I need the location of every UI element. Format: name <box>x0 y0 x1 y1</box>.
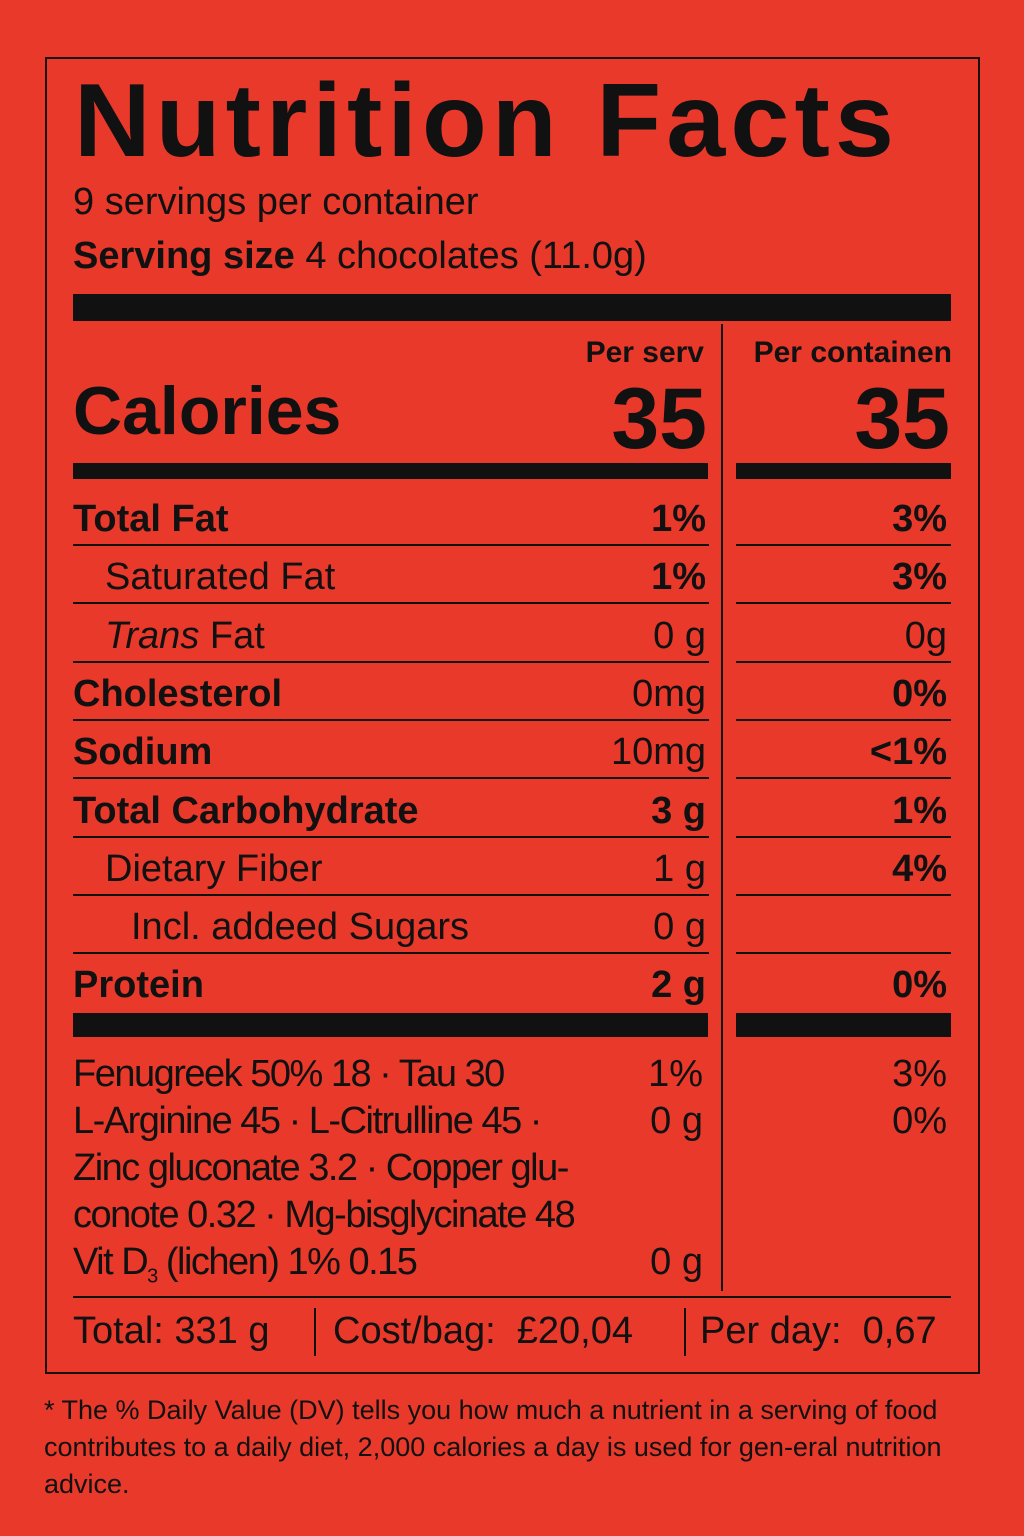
per-serving-value: 2 g <box>651 964 706 1007</box>
summary-separator <box>684 1308 686 1356</box>
row-divider <box>736 660 951 663</box>
row-divider <box>736 777 951 780</box>
per-container-value: 3% <box>892 498 947 540</box>
row-divider <box>73 718 709 721</box>
per-container-value: <1% <box>869 731 947 774</box>
supplement-row: conote 0.32 · Mg-bisglycinate 48 <box>73 1194 951 1241</box>
nutrient-label: Cholesterol <box>73 672 283 715</box>
nutrient-row: Dietary Fiber 1 g 4% <box>73 838 951 896</box>
serving-size: Serving size 4 chocolates (11.0g) <box>73 235 647 278</box>
nutrient-label: Trans Fat <box>105 614 265 657</box>
supplement-subscript: 3 <box>147 1265 158 1288</box>
per-serving-value: 3 g <box>651 789 706 832</box>
supplement-row: L-Arginine 45 · L-Citrulline 45 · 0 g 0% <box>73 1100 951 1147</box>
nutrient-row: Trans Fat 0 g 0g <box>73 605 951 663</box>
per-container-value: 0g <box>904 614 947 657</box>
per-container-header: Per containen <box>753 336 952 369</box>
supplement-row: Vit D3 (lichen) 1% 0.15 0 g <box>73 1241 951 1288</box>
nutrient-row: Cholesterol 0mg 0% <box>73 663 951 721</box>
nutrient-label: Dietary Fiber <box>105 847 323 890</box>
row-divider <box>736 835 951 838</box>
nutrient-row: Sodium 10mg <1% <box>73 721 951 779</box>
calories-per-container: 35 <box>854 371 950 467</box>
calories-divider-right <box>736 463 951 479</box>
supplement-text-pre: Vit D <box>73 1241 149 1283</box>
supplement-per-container: 3% <box>892 1053 947 1095</box>
supplement-text: L-Arginine 45 · L-Citrulline 45 · <box>73 1100 542 1142</box>
supplement-divider-left <box>73 1013 708 1037</box>
nutrient-label: Sodium <box>73 731 213 774</box>
row-divider <box>73 544 709 546</box>
servings-per-container: 9 servings per container <box>73 181 479 223</box>
calories-per-serving: 35 <box>611 371 707 467</box>
supplement-text: Zinc gluconate 3.2 · Copper glu- <box>73 1147 569 1189</box>
summary-divider <box>73 1296 951 1298</box>
row-divider <box>73 952 709 955</box>
supplement-per-container: 0% <box>892 1100 947 1142</box>
supplement-text: Fenugreek 50% 18 · Tau 30 <box>73 1053 505 1095</box>
nutrient-row: Total Carbohydrate 3 g 1% <box>73 780 951 838</box>
label-title: Nutrition Facts <box>74 63 899 179</box>
per-container-value: 4% <box>892 847 947 890</box>
per-serving-value: 1 g <box>653 847 706 890</box>
summary-per-day: Per day: 0,67 <box>700 1310 937 1352</box>
column-divider <box>721 324 723 1291</box>
serving-size-label: Serving size <box>73 235 295 277</box>
row-divider <box>73 602 709 605</box>
per-container-value: 0% <box>892 672 947 715</box>
row-divider <box>736 718 951 721</box>
per-serving-value: 1% <box>651 498 706 540</box>
nutrient-label: Total Carbohydrate <box>73 789 419 832</box>
row-divider <box>73 893 709 896</box>
row-divider <box>73 660 709 663</box>
supplement-per-serving: 0 g <box>650 1100 703 1142</box>
per-container-value: 1% <box>892 789 947 832</box>
per-serving-value: 0mg <box>632 672 706 715</box>
nutrient-label: Incl. addeed Sugars <box>131 906 470 949</box>
thick-divider <box>73 294 951 321</box>
row-divider <box>736 602 951 605</box>
nutrient-row: Incl. addeed Sugars 0 g <box>73 896 951 954</box>
supplement-text: conote 0.32 · Mg-bisglycinate 48 <box>73 1194 576 1236</box>
nutrient-label: Total Fat <box>73 498 229 540</box>
supplement-row: Zinc gluconate 3.2 · Copper glu- <box>73 1147 951 1194</box>
per-serving-header: Per serv <box>585 336 704 369</box>
row-divider <box>73 777 709 780</box>
row-divider <box>736 893 951 896</box>
nutrient-label-italic: Trans <box>105 614 200 657</box>
calories-label: Calories <box>73 373 342 449</box>
per-serving-value: 0 g <box>653 614 706 657</box>
calories-divider-left <box>73 463 708 479</box>
nutrient-row: Saturated Fat 1% 3% <box>73 546 951 604</box>
per-serving-value: 1% <box>651 556 706 599</box>
summary-total: Total: 331 g <box>73 1310 270 1352</box>
supplement-per-serving: 1% <box>648 1053 703 1095</box>
per-serving-value: 0 g <box>653 906 706 949</box>
footnote: * The % Daily Value (DV) tells you how m… <box>44 1395 942 1499</box>
per-container-value: 3% <box>892 556 947 599</box>
nutrient-row: Total Fat 1% 3% <box>73 488 951 546</box>
row-divider <box>736 544 951 546</box>
row-divider <box>736 952 951 955</box>
nutrient-label: Protein <box>73 964 204 1007</box>
supplement-text: Vit D3 (lichen) 1% 0.15 <box>73 1241 418 1289</box>
nutrient-label: Saturated Fat <box>105 556 336 599</box>
nutrition-label-border <box>45 57 980 1374</box>
per-container-value: 0% <box>892 964 947 1007</box>
supplement-row: Fenugreek 50% 18 · Tau 30 1% 3% <box>73 1053 951 1100</box>
serving-size-value: 4 chocolates (11.0g) <box>305 235 647 277</box>
supplement-per-serving: 0 g <box>650 1241 703 1283</box>
summary-cost: Cost/bag: £20,04 <box>333 1310 633 1352</box>
row-divider <box>73 835 709 838</box>
nutrient-row: Protein 2 g 0% <box>73 954 951 1012</box>
summary-separator <box>314 1308 316 1356</box>
supplement-text-post: (lichen) 1% 0.15 <box>156 1241 418 1283</box>
supplement-divider-right <box>736 1013 951 1037</box>
per-serving-value: 10mg <box>610 731 706 774</box>
